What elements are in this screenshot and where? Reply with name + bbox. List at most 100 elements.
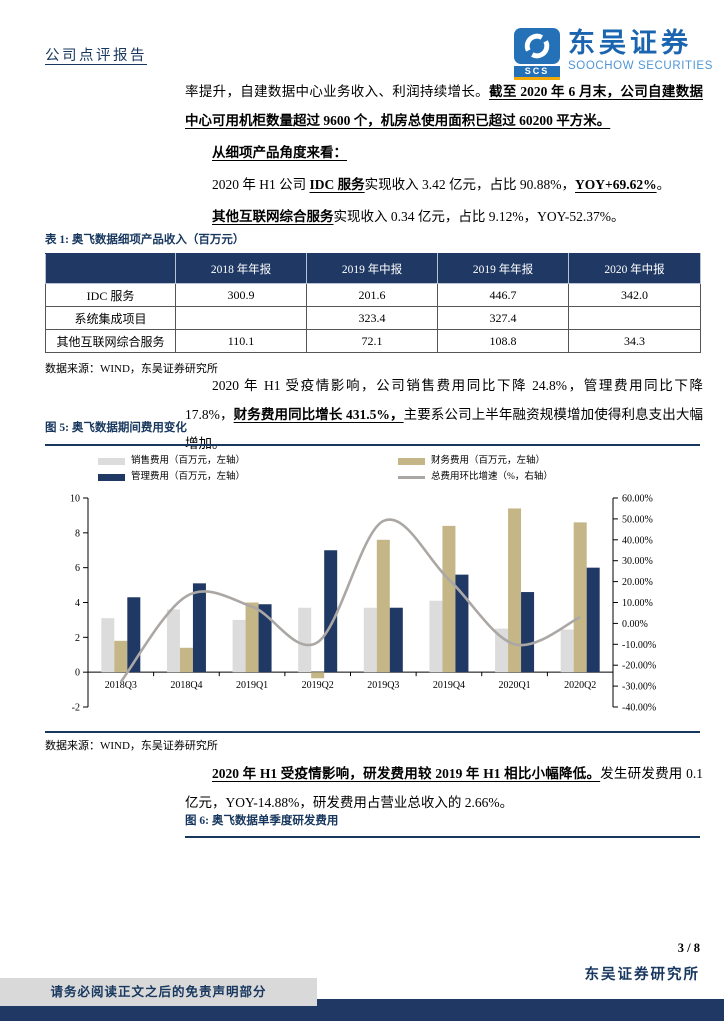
- legend-label: 总费用环比增速（%，右轴）: [431, 472, 553, 482]
- paragraph: 其他互联网综合服务实现收入 0.34 亿元，占比 9.12%，YOY-52.37…: [185, 202, 703, 231]
- paragraph: 2020 年 H1 公司 IDC 服务实现收入 3.42 亿元，占比 90.88…: [185, 170, 703, 199]
- table-cell: IDC 服务: [45, 283, 176, 307]
- table1-block: 表 1: 奥飞数据细项产品收入（百万元） 2018 年年报 2019 年中报 201…: [45, 231, 701, 376]
- svg-text:2018Q4: 2018Q4: [170, 680, 202, 691]
- disclaimer-note: 请务必阅读正文之后的免责声明部分: [0, 978, 317, 1006]
- text-run: 2020 年 H1 受疫情影响，公司销售费用同比下降 24.8%，管理费用同比下…: [185, 378, 703, 422]
- table-cell: 327.4: [437, 306, 569, 330]
- table-cell: 72.1: [306, 329, 438, 353]
- logo-orange-underline: [514, 77, 560, 80]
- logo-cn-name: 东吴证券: [568, 28, 692, 58]
- paragraph: 率提升，自建数据中心业务收入、利润持续增长。截至 2020 年 6 月末，公司自…: [185, 77, 703, 135]
- svg-text:10: 10: [70, 494, 80, 505]
- table-header-cell: 2020 年中报: [568, 253, 701, 284]
- legend-item: 管理费用（百万元，左轴）: [98, 470, 398, 485]
- svg-text:2020Q1: 2020Q1: [498, 680, 530, 691]
- text-run: 。: [656, 177, 671, 192]
- bar-2-cat-4: [389, 607, 403, 673]
- fig5-source: 数据来源：WIND，东吴证券研究所: [45, 740, 218, 752]
- svg-text:0: 0: [75, 668, 80, 679]
- bar-0-cat-1: [166, 609, 180, 673]
- legend-bar-swatch: [98, 474, 125, 481]
- page-number: 3 / 8: [677, 941, 700, 955]
- logo-en-name: SOOCHOW SECURITIES: [568, 60, 713, 72]
- expenses-chart: -2 0 2 4 6 8 10 -40.00% -30.00% -20.00% -10.00% 0.0…: [70, 494, 656, 714]
- svg-text:2020Q2: 2020Q2: [564, 680, 596, 691]
- svg-text:10.00%: 10.00%: [622, 598, 653, 609]
- fig6-top-rule: [185, 836, 700, 838]
- text-run: 从细项产品角度来看：: [212, 145, 347, 160]
- legend-line-swatch: [398, 476, 425, 479]
- svg-text:2019Q4: 2019Q4: [433, 680, 465, 691]
- logo-abbr: SCS: [514, 66, 560, 77]
- table1-source: 数据来源：WIND，东吴证券研究所: [45, 363, 218, 375]
- table-cell: [568, 306, 701, 330]
- svg-text:-40.00%: -40.00%: [622, 703, 656, 714]
- table-cell: 110.1: [175, 329, 307, 353]
- bar-0-cat-6: [495, 628, 509, 673]
- svg-text:2019Q2: 2019Q2: [302, 680, 334, 691]
- logo-icon-column: SCS: [514, 28, 560, 80]
- logo-swirl-icon: [524, 33, 550, 59]
- fig6-title: 图 6: 奥飞数据单季度研发费用: [185, 815, 339, 827]
- table-header-cell: 2018 年年报: [175, 253, 307, 284]
- legend-item: 财务费用（百万元，左轴）: [398, 454, 646, 469]
- bar-1-cat-2: [245, 602, 259, 673]
- text-run: 发生研发费用 0.1 亿元，YOY-14.88%，研发费用占营业总收入的 2.6…: [185, 766, 703, 810]
- table-cell: 34.3: [568, 329, 701, 353]
- rd-paragraph: 2020 年 H1 受疫情影响，研发费用较 2019 年 H1 相比小幅降低。发…: [185, 759, 703, 820]
- bar-1-cat-1: [179, 647, 193, 673]
- svg-text:-2: -2: [72, 703, 80, 714]
- text-run: 其他互联网综合服务: [212, 209, 334, 224]
- logo-text-column: 东吴证券 SOOCHOW SECURITIES: [568, 28, 713, 80]
- table-row: 其他互联网综合服务 110.1 72.1 108.8 34.3: [45, 329, 701, 353]
- text-run: 主要系公司上半年融资规模增加使得利息支出大幅增加。: [185, 407, 704, 451]
- text-run: 率提升，自建数据中心业务收入、利润持续增长。: [185, 84, 489, 99]
- text-run: 2020 年 H1 受疫情影响，研发费用较 2019 年 H1 相比小幅降低。: [212, 766, 601, 781]
- expense-paragraph: 2020 年 H1 受疫情影响，公司销售费用同比下降 24.8%，管理费用同比下…: [185, 371, 703, 461]
- table-row: IDC 服务 300.9 201.6 446.7 342.0: [45, 283, 701, 307]
- svg-text:2019Q1: 2019Q1: [236, 680, 268, 691]
- svg-text:-10.00%: -10.00%: [622, 640, 656, 651]
- text-run: 财务费用同比增长 431.5%，: [233, 407, 404, 422]
- text-run: 截至 2020 年 6 月末，公司自建数据中心可用机柜数量超过 9600 个，机…: [185, 84, 704, 128]
- bar-1-cat-0: [114, 640, 128, 673]
- bar-0-cat-3: [298, 607, 312, 673]
- legend-label: 财务费用（百万元，左轴）: [431, 456, 546, 466]
- svg-text:40.00%: 40.00%: [622, 535, 653, 546]
- table-cell: 系统集成项目: [45, 306, 176, 330]
- soochow-securities-logo: SCS 东吴证券 SOOCHOW SECURITIES: [514, 28, 713, 80]
- legend-item: 销售费用（百万元，左轴）: [98, 454, 398, 469]
- legend-label: 管理费用（百万元，左轴）: [131, 472, 246, 482]
- svg-text:-30.00%: -30.00%: [622, 682, 656, 693]
- bar-0-cat-4: [363, 607, 377, 673]
- svg-text:-20.00%: -20.00%: [622, 661, 656, 672]
- bar-0-cat-5: [429, 600, 443, 673]
- bar-2-cat-1: [192, 583, 206, 673]
- bar-2-cat-7: [586, 567, 600, 673]
- legend-item: 总费用环比增速（%，右轴）: [398, 470, 646, 485]
- legend-bar-swatch: [398, 458, 425, 465]
- table-header-cell: 2019 年中报: [306, 253, 438, 284]
- table-cell: [175, 306, 307, 330]
- bar-1-cat-7: [573, 522, 587, 673]
- text-run: 实现收入 3.42 亿元，占比 90.88%，: [364, 177, 576, 192]
- text-run: YOY+69.62%: [575, 177, 657, 192]
- soochow-logo-icon: [514, 28, 560, 64]
- bar-2-cat-6: [521, 592, 535, 673]
- bar-0-cat-0: [101, 618, 115, 673]
- table-cell: 342.0: [568, 283, 701, 307]
- text-run: 实现收入 0.34 亿元，占比 9.12%，YOY-52.37%。: [333, 209, 625, 224]
- table-header-cell: [45, 253, 176, 284]
- bar-1-cat-3: [311, 672, 325, 679]
- svg-text:8: 8: [75, 528, 80, 539]
- table-cell: 446.7: [437, 283, 569, 307]
- svg-text:2018Q3: 2018Q3: [105, 680, 137, 691]
- legend-label: 销售费用（百万元，左轴）: [131, 456, 246, 466]
- bar-2-cat-3: [324, 550, 338, 673]
- table-header-cell: 2019 年年报: [437, 253, 569, 284]
- text-run: 2020 年 H1 公司: [212, 177, 310, 192]
- svg-text:30.00%: 30.00%: [622, 556, 653, 567]
- svg-text:4: 4: [75, 598, 80, 609]
- chart-legend: 销售费用（百万元，左轴） 财务费用（百万元，左轴） 管理费用（百万元，左轴） 总费用环…: [98, 454, 646, 485]
